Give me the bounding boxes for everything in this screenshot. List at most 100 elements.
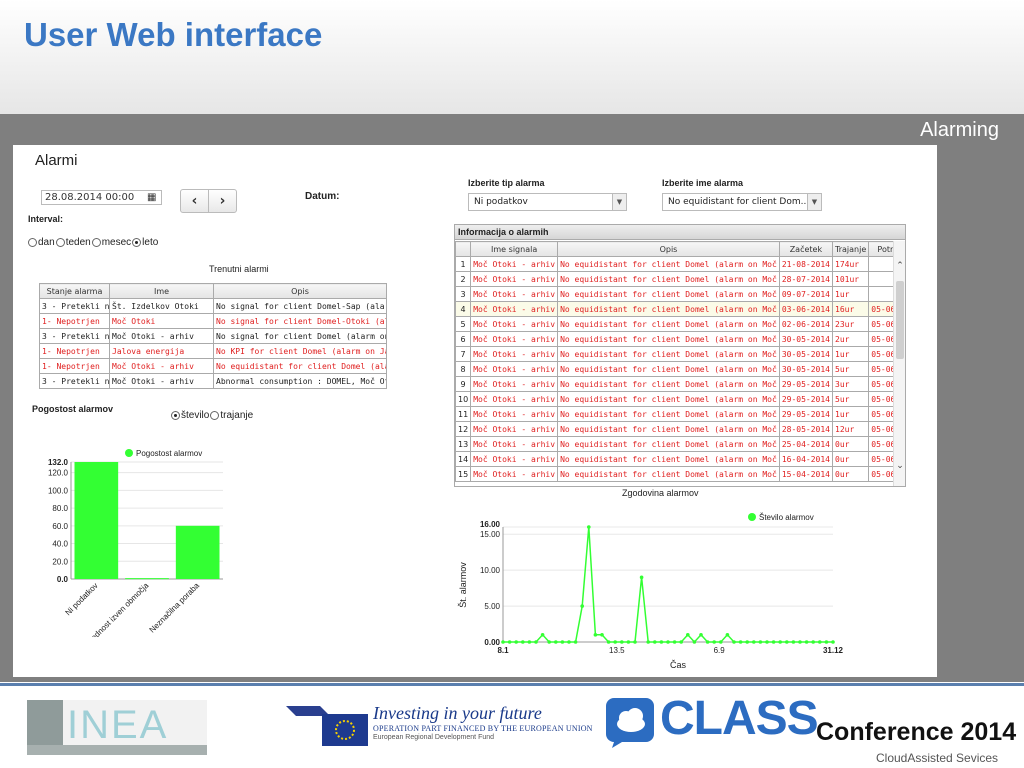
data-point [725, 633, 730, 637]
table-row[interactable]: 3 Moč Otoki - arhiv No equidistant for cli… [455, 286, 905, 302]
table-cell: 25-04-2014 [778, 436, 834, 452]
chevron-down-icon[interactable]: ▼ [612, 194, 626, 210]
table-cell: No equidistant for client Domel (alarm o… [557, 256, 780, 272]
table-row[interactable]: 13 Moč Otoki - arhiv No equidistant for cl… [455, 436, 905, 452]
radio-selected-icon[interactable] [132, 238, 142, 247]
y-tick-label: 10.00 [480, 566, 501, 575]
table-cell: 3 - Pretekli nepotrjen [39, 298, 110, 314]
radio-icon[interactable] [28, 238, 37, 247]
tip-alarma-select[interactable]: Ni podatkov ▼ [468, 193, 627, 211]
table-row[interactable]: 3 - Pretekli nepotrjenMoč Otoki - arhivA… [39, 373, 387, 389]
table-cell: 12ur [831, 421, 870, 437]
table-cell: No equidistant for client Domel (alarm o… [557, 286, 780, 302]
x-tick-label: 6.9 [714, 646, 726, 655]
y-tick-label: 5.00 [484, 602, 500, 611]
table-cell: 12 [455, 421, 472, 437]
table-cell: 15-04-2014 [778, 466, 834, 482]
table-row[interactable]: 2 Moč Otoki - arhiv No equidistant for cli… [455, 271, 905, 287]
calendar-icon[interactable]: ▦ [147, 192, 157, 203]
chevron-up-icon[interactable]: ⌃ [896, 261, 904, 271]
table-row[interactable]: 10 Moč Otoki - arhiv No equidistant for cl… [455, 391, 905, 407]
table-row[interactable]: 8 Moč Otoki - arhiv No equidistant for cli… [455, 361, 905, 377]
table-row[interactable]: 1- Nepotrjen Jalova energija No KPI for cl… [39, 343, 387, 359]
conference-text: Conference 2014 [816, 718, 1017, 746]
table-cell: 29-05-2014 [778, 406, 834, 422]
table-cell: 3 - Pretekli nepotrjen [39, 373, 110, 389]
chevron-down-icon[interactable]: ⌄ [896, 461, 904, 471]
data-point [666, 640, 670, 644]
interval-option-dan[interactable]: dan [28, 237, 55, 248]
table-row[interactable]: 1- Nepotrjen Moč Otoki - arhiv No equidist… [39, 358, 387, 374]
table-row[interactable]: 15 Moč Otoki - arhiv No equidistant for cl… [455, 466, 905, 482]
table-cell: 3ur [831, 376, 870, 392]
y-tick-label: 80.0 [52, 504, 68, 513]
scroll-thumb[interactable] [896, 281, 904, 359]
pogostost-option-stevilo[interactable]: število [171, 410, 209, 421]
data-point [831, 640, 835, 644]
data-point [699, 633, 703, 637]
table-cell: 16-04-2014 [778, 451, 834, 467]
data-point [639, 575, 644, 580]
alarm-app-window: Alarmi 28.08.2014 00:00 ▦ ‹ › Datum: Int… [13, 145, 937, 677]
table-cell: Moč Otoki - arhiv [470, 406, 559, 422]
table-cell: 23ur [831, 316, 870, 332]
table-row[interactable]: 3 - Pretekli nepotrjenŠt. Izdelkov Otoki… [39, 298, 387, 314]
table-cell: 30-05-2014 [778, 361, 834, 377]
column-header[interactable]: Ime [109, 283, 214, 299]
data-point [798, 640, 802, 644]
table-cell: 5ur [831, 391, 870, 407]
table-row[interactable]: 5 Moč Otoki - arhiv No equidistant for cli… [455, 316, 905, 332]
table-row[interactable]: 3 - Pretekli nepotrjenMoč Otoki - arhivN… [39, 328, 387, 344]
table-cell: 30-05-2014 [778, 331, 834, 347]
column-header[interactable]: Začetek [778, 241, 834, 257]
table-cell: 7 [455, 346, 472, 362]
ime-alarma-select[interactable]: No equidistant for client Dom... ▼ [662, 193, 822, 211]
radio-icon[interactable] [91, 238, 101, 247]
table-cell: 13 [455, 436, 472, 452]
table-row[interactable]: 7 Moč Otoki - arhiv No equidistant for cli… [455, 346, 905, 362]
data-point [560, 640, 565, 644]
column-header[interactable]: Stanje alarma [39, 283, 110, 299]
vertical-scrollbar[interactable]: ⌃ ⌄ [893, 241, 905, 486]
pogostost-option-trajanje[interactable]: trajanje [210, 410, 253, 421]
data-point [554, 640, 558, 644]
interval-option-leto[interactable]: leto [132, 237, 158, 248]
y-tick-label: 0.00 [484, 638, 500, 647]
chevron-down-icon[interactable]: ▼ [807, 194, 821, 210]
table-row[interactable]: 14 Moč Otoki - arhiv No equidistant for cl… [455, 451, 905, 467]
column-header[interactable]: Ime signala [470, 241, 559, 257]
column-header[interactable]: Opis [213, 283, 387, 299]
table-row[interactable]: 11 Moč Otoki - arhiv No equidistant for cl… [455, 406, 905, 422]
prev-button[interactable]: ‹ [181, 190, 209, 212]
table-cell: 1ur [831, 346, 870, 362]
table-row[interactable]: 9 Moč Otoki - arhiv No equidistant for cli… [455, 376, 905, 392]
next-button[interactable]: › [219, 193, 226, 209]
x-tick-label: Neznačilna poraba [148, 581, 202, 635]
footer: INEA Investing in your future OPERATION … [0, 686, 1024, 768]
table-row[interactable]: 4 Moč Otoki - arhiv No equidistant for cli… [455, 301, 905, 317]
interval-option-teden[interactable]: teden [55, 237, 91, 248]
cloud-icon [606, 698, 654, 748]
column-header[interactable]: Opis [557, 241, 780, 257]
datum-label: Datum: [305, 191, 340, 202]
table-cell: 11 [455, 406, 472, 422]
radio-icon[interactable] [210, 411, 220, 420]
series-line [503, 526, 833, 644]
table-cell: 4 [455, 301, 472, 317]
radio-icon[interactable] [55, 238, 65, 247]
radio-selected-icon[interactable] [171, 411, 180, 420]
table-row[interactable]: 6 Moč Otoki - arhiv No equidistant for cli… [455, 331, 905, 347]
table-cell: No equidistant for client Domel (alarm o… [557, 376, 780, 392]
interval-option-mesec[interactable]: mesec [91, 237, 131, 248]
table-cell: 1- Nepotrjen [39, 358, 110, 374]
column-header[interactable] [455, 241, 472, 257]
data-point [600, 633, 604, 637]
table-row[interactable]: 12 Moč Otoki - arhiv No equidistant for cl… [455, 421, 905, 437]
table-cell: Moč Otoki - arhiv [470, 361, 559, 377]
table-row[interactable]: 1- Nepotrjen Moč Otoki No signal for clien… [39, 313, 387, 329]
table-row[interactable]: 1 Moč Otoki - arhiv No equidistant for cli… [455, 256, 905, 272]
table-cell: No equidistant for client Domel (alarm o… [557, 346, 780, 362]
column-header[interactable]: Trajanje [831, 241, 870, 257]
date-input[interactable]: 28.08.2014 00:00 [41, 190, 162, 205]
